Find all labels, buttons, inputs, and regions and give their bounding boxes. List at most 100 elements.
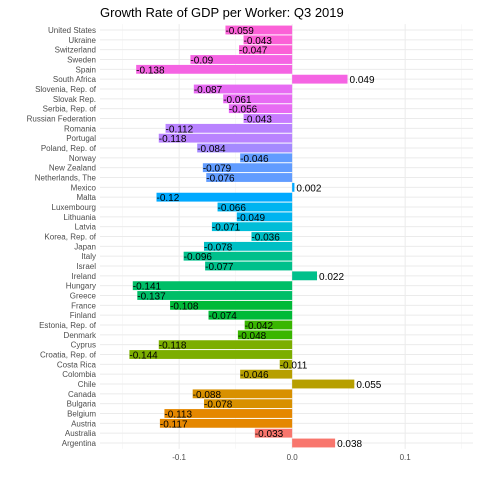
bar	[236, 212, 293, 222]
bar	[244, 320, 293, 330]
bar	[132, 281, 293, 291]
bar	[239, 45, 293, 55]
x-axis-ticks: -0.1 0.0 0.1	[172, 453, 411, 462]
data-label: -0.066	[218, 203, 247, 214]
data-label: -0.079	[203, 164, 232, 175]
category-label: Belgium	[67, 410, 96, 419]
bar	[205, 261, 293, 271]
category-label: Poland, Rep. of	[41, 144, 97, 153]
category-label: Luxembourg	[52, 203, 96, 212]
category-label: United States	[48, 26, 96, 35]
data-label: -0.096	[184, 252, 213, 263]
data-label: 0.022	[319, 272, 344, 283]
bar	[206, 173, 293, 182]
category-label: Cyprus	[71, 341, 96, 350]
bar	[164, 409, 293, 418]
data-label: -0.074	[209, 311, 238, 322]
data-label: -0.088	[193, 390, 222, 401]
bar	[203, 399, 293, 409]
bar	[223, 94, 293, 104]
bar	[129, 350, 293, 359]
data-label: -0.118	[159, 134, 187, 145]
category-label: Sweden	[67, 56, 96, 65]
bar	[251, 232, 293, 241]
data-label: 0.055	[356, 380, 381, 391]
category-label: Argentina	[62, 439, 97, 448]
bar	[237, 330, 293, 340]
data-label: -0.011	[280, 360, 308, 371]
bar	[158, 340, 293, 350]
data-label: -0.113	[164, 410, 192, 421]
category-label: Portugal	[66, 134, 96, 143]
data-label: -0.046	[240, 370, 269, 381]
data-label: -0.033	[255, 429, 284, 440]
category-label: Slovak Rep.	[53, 95, 96, 104]
data-label: -0.036	[251, 233, 280, 244]
category-label: Norway	[69, 154, 96, 163]
bar	[292, 182, 295, 192]
data-label: -0.117	[160, 419, 188, 430]
data-label: 0.002	[296, 183, 321, 194]
category-label: Ukraine	[68, 36, 96, 45]
bar	[159, 418, 293, 428]
category-label: Ireland	[72, 272, 96, 281]
category-label: Malta	[76, 193, 96, 202]
category-label: France	[71, 301, 96, 310]
bar	[193, 84, 293, 94]
data-label: -0.042	[245, 321, 274, 332]
category-label: Mexico	[71, 183, 97, 192]
data-label: -0.048	[238, 331, 267, 342]
bar	[240, 153, 293, 163]
bar	[225, 25, 293, 35]
data-label: -0.046	[240, 154, 269, 165]
bar	[243, 114, 293, 123]
bar	[208, 310, 293, 320]
bar	[292, 271, 318, 281]
category-label: New Zealand	[49, 164, 96, 173]
bar	[292, 379, 355, 389]
data-label: -0.118	[159, 341, 187, 352]
bar	[137, 291, 293, 300]
chart-title: Growth Rate of GDP per Worker: Q3 2019	[100, 5, 344, 20]
category-label: Chile	[78, 380, 97, 389]
category-label: Netherlands, The	[35, 174, 97, 183]
category-label: Israel	[76, 262, 96, 271]
category-label: Estonia, Rep. of	[39, 321, 97, 330]
data-label: -0.112	[166, 124, 194, 135]
data-label: -0.09	[190, 56, 213, 67]
category-label: Croatia, Rep. of	[40, 351, 97, 360]
data-label: -0.12	[157, 193, 180, 204]
bar	[190, 55, 293, 64]
category-label: Colombia	[62, 370, 96, 379]
bar	[217, 202, 293, 212]
category-label: Spain	[76, 65, 96, 74]
bar	[292, 438, 336, 448]
category-label: Costa Rica	[57, 360, 97, 369]
data-label: 0.049	[350, 75, 375, 86]
bar	[243, 35, 293, 45]
bar	[292, 74, 348, 84]
bar	[228, 104, 293, 114]
category-label: Romania	[64, 124, 97, 133]
bar	[279, 359, 293, 369]
category-label: Serbia, Rep. of	[43, 105, 97, 114]
bar	[156, 192, 293, 202]
category-label: Switzerland	[55, 46, 96, 55]
category-label: Russian Federation	[27, 115, 96, 124]
category-label: Hungary	[66, 282, 96, 291]
data-label: -0.043	[244, 115, 273, 126]
data-label: -0.137	[137, 292, 166, 303]
category-label: Japan	[74, 242, 96, 251]
category-label: Finland	[70, 311, 96, 320]
bar	[170, 300, 293, 310]
category-label: Canada	[68, 390, 97, 399]
bar	[254, 428, 293, 438]
data-label: -0.077	[205, 262, 234, 273]
bar	[158, 133, 293, 143]
bar	[165, 123, 293, 133]
data-label: -0.078	[204, 400, 233, 411]
bar	[136, 64, 293, 74]
data-label: -0.108	[170, 301, 199, 312]
category-label: Slovenia, Rep. of	[35, 85, 97, 94]
